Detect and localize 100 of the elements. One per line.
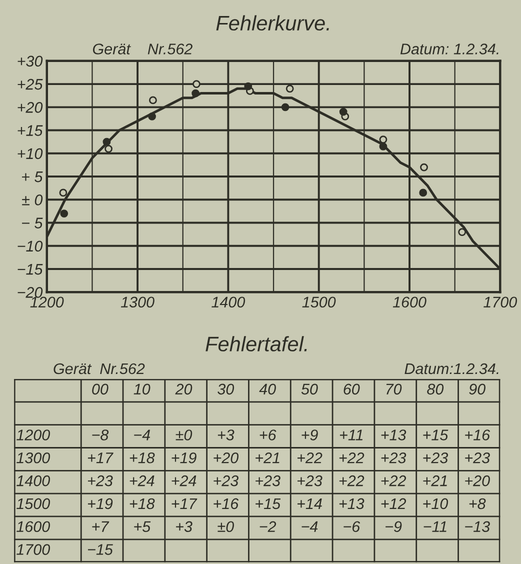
data-label: +11 [340, 430, 363, 440]
data-label: +23 [214, 475, 239, 486]
text: Gerät Nr.562 [54, 363, 145, 374]
x-tick-label: 50 [301, 384, 318, 395]
data-label: +23 [465, 452, 490, 464]
y-tick-label: 1700 [16, 544, 50, 555]
point [104, 144, 112, 153]
point [60, 210, 68, 218]
x-tick-label: 00 [92, 384, 108, 395]
data-label: +16 [214, 498, 239, 510]
data-label: +3 [218, 430, 234, 440]
x-tick-label: 1300 [120, 296, 154, 308]
data-label: +23 [88, 475, 113, 486]
data-label: +15 [423, 430, 448, 440]
y-tick-label: +30 [18, 56, 43, 67]
data-label: +22 [298, 452, 322, 464]
x-tick-label: 20 [175, 384, 192, 395]
point [102, 138, 111, 146]
point [192, 89, 200, 98]
point [244, 82, 252, 90]
data-label: −4 [302, 521, 318, 532]
point [379, 142, 388, 150]
data-label: −8 [92, 430, 109, 440]
y-tick-label: + 5 [22, 172, 43, 182]
data-label: −4 [134, 430, 150, 440]
data-label: +10 [423, 498, 448, 510]
data-label: −9 [386, 521, 402, 532]
y-tick-label: 1200 [16, 430, 50, 440]
chart-title: Fehlerkurve. [216, 15, 329, 31]
data-label: +23 [256, 475, 280, 486]
data-label: +14 [298, 498, 322, 509]
y-tick-label: ± 0 [22, 194, 43, 206]
data-label: +5 [134, 521, 151, 532]
data-label: +13 [339, 498, 364, 510]
data-label: +17 [172, 498, 198, 509]
data-label: −11 [424, 521, 446, 532]
data-label: +6 [260, 430, 276, 440]
data-label: +13 [381, 430, 406, 440]
data-label: −15 [88, 544, 113, 555]
data-label: +3 [176, 521, 192, 532]
point [339, 108, 348, 116]
data-label: −2 [260, 521, 276, 532]
x-tick-label: 1500 [302, 296, 336, 308]
data-label: +23 [298, 475, 322, 486]
y-tick-label: +25 [18, 78, 43, 90]
data-label: +19 [172, 452, 196, 464]
y-tick-label: 1500 [16, 498, 50, 510]
data-label: −6 [344, 521, 360, 532]
data-label: +16 [465, 430, 490, 440]
data-label: +23 [381, 452, 406, 464]
y-tick-label: − 5 [22, 218, 43, 228]
x-tick-label: 1200 [30, 296, 64, 308]
data-label: +21 [256, 452, 280, 464]
data-label: +12 [381, 498, 406, 509]
data-label: +19 [88, 498, 113, 510]
data-label: +24 [172, 475, 196, 486]
data-label: +22 [339, 475, 364, 486]
data-label: +18 [130, 498, 155, 510]
data-label: ±0 [218, 521, 234, 532]
y-tick-label: −10 [18, 240, 43, 252]
point [420, 163, 428, 172]
point [148, 112, 156, 120]
data-label: +21 [423, 475, 447, 486]
x-tick-label: 1600 [392, 296, 426, 308]
x-tick-label: 30 [218, 384, 234, 395]
text: Gerät Nr.562 [92, 44, 192, 54]
point [149, 96, 157, 104]
data-label: +17 [88, 452, 114, 464]
data-label: +7 [92, 521, 110, 532]
y-tick-label: −20 [18, 287, 43, 298]
point [379, 136, 388, 144]
x-tick-label: 40 [259, 384, 276, 395]
x-tick-label: 10 [134, 384, 150, 395]
x-tick-label: 70 [386, 384, 402, 395]
point [192, 80, 200, 88]
chart-title: Fehlertafel. [206, 336, 307, 352]
data-label: +20 [214, 452, 239, 464]
data-label: +22 [339, 452, 364, 464]
x-tick-label: 80 [427, 384, 444, 395]
x-tick-label: 60 [344, 384, 360, 395]
data-label: +22 [381, 475, 406, 486]
point [419, 188, 428, 197]
data-label: −13 [465, 521, 490, 532]
x-tick-label: 1400 [212, 296, 246, 308]
x-tick-label: 90 [469, 384, 486, 395]
point [281, 103, 290, 112]
y-tick-label: −15 [18, 264, 43, 275]
text: Datum: 1.2.34. [400, 44, 498, 54]
data-label: ±0 [176, 430, 192, 440]
data-label: +24 [130, 475, 154, 486]
y-tick-label: +15 [18, 125, 43, 136]
point [458, 228, 466, 236]
point [286, 84, 294, 93]
data-label: +9 [302, 430, 318, 440]
data-label: +15 [256, 498, 281, 510]
x-tick-label: 1700 [484, 296, 518, 308]
data-label: +23 [423, 452, 448, 464]
data-label: +20 [465, 475, 490, 486]
y-tick-label: +10 [18, 148, 43, 160]
point [59, 188, 68, 197]
